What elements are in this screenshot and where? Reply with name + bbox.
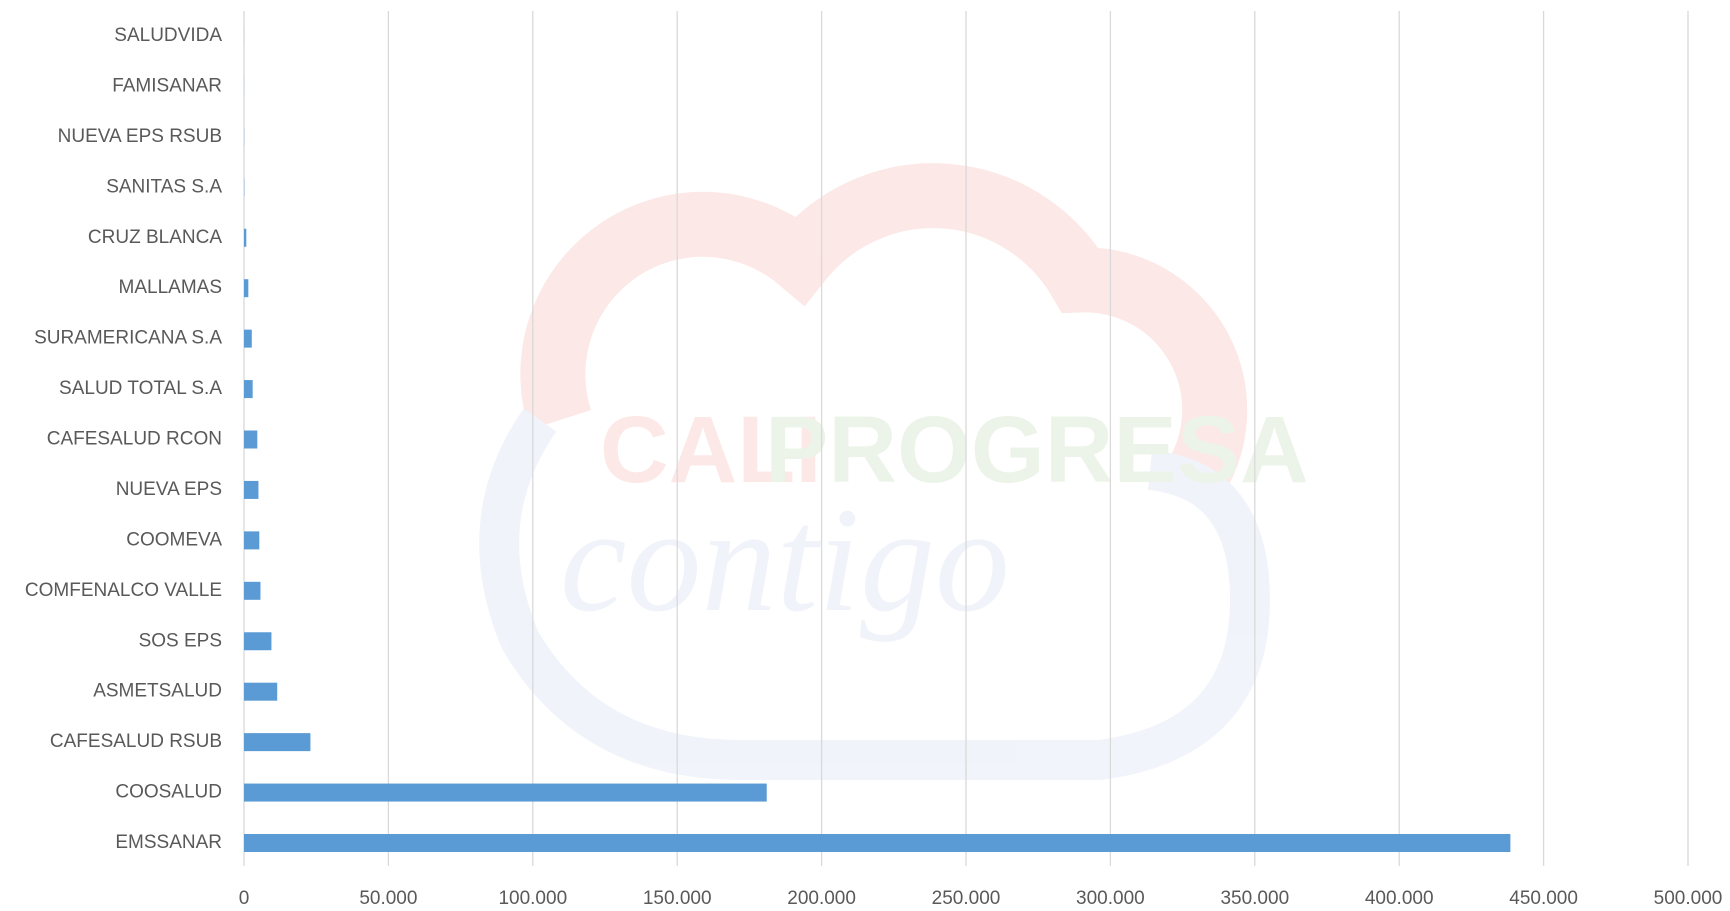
y-tick-label: CAFESALUD RSUB bbox=[50, 731, 222, 752]
y-tick-label: CRUZ BLANCA bbox=[88, 227, 222, 248]
y-tick-label: SURAMERICANA S.A bbox=[34, 328, 222, 349]
y-tick-label: SANITAS S.A bbox=[106, 176, 222, 197]
bar bbox=[244, 430, 258, 449]
y-tick-label: SOS EPS bbox=[139, 630, 222, 651]
x-tick-label: 150.000 bbox=[643, 888, 712, 909]
x-tick-label: 100.000 bbox=[498, 888, 567, 909]
bar bbox=[244, 279, 249, 298]
y-tick-label: COMFENALCO VALLE bbox=[25, 580, 222, 601]
bar bbox=[244, 682, 278, 701]
x-tick-label: 250.000 bbox=[932, 888, 1001, 909]
y-tick-label: COOSALUD bbox=[115, 782, 222, 803]
watermark-arc bbox=[520, 163, 1248, 485]
x-tick-label: 200.000 bbox=[787, 888, 856, 909]
watermark-text: contigo bbox=[560, 477, 1010, 643]
x-tick-label: 450.000 bbox=[1509, 888, 1578, 909]
bar bbox=[244, 380, 253, 399]
bar bbox=[244, 834, 1511, 852]
watermark: CALI PROGRESA contigo bbox=[479, 163, 1309, 780]
watermark-text: CALI bbox=[600, 397, 822, 503]
bar bbox=[244, 228, 247, 247]
y-tick-label: SALUD TOTAL S.A bbox=[59, 378, 222, 399]
x-tick-label: 400.000 bbox=[1365, 888, 1434, 909]
y-tick-label: SALUDVIDA bbox=[114, 25, 222, 46]
y-tick-label: EMSSANAR bbox=[115, 832, 222, 853]
y-tick-label: NUEVA EPS bbox=[116, 479, 222, 500]
y-tick-label: ASMETSALUD bbox=[93, 681, 222, 702]
y-tick-label: COOMEVA bbox=[126, 529, 222, 550]
y-tick-label: MALLAMAS bbox=[119, 277, 222, 298]
bar bbox=[244, 531, 260, 550]
watermark-cloud bbox=[479, 408, 1271, 780]
y-tick-label: CAFESALUD RCON bbox=[47, 429, 222, 450]
x-tick-label: 500.000 bbox=[1654, 888, 1723, 909]
bar bbox=[244, 783, 767, 802]
x-tick-label: 300.000 bbox=[1076, 888, 1145, 909]
watermark-text: PROGRESA bbox=[765, 397, 1309, 503]
y-tick-label: FAMISANAR bbox=[112, 75, 222, 96]
y-tick-label: NUEVA EPS RSUB bbox=[58, 126, 222, 147]
bar bbox=[244, 329, 252, 348]
x-tick-label: 0 bbox=[239, 888, 250, 909]
bar bbox=[244, 480, 259, 499]
bar bbox=[244, 632, 272, 651]
x-tick-label: 350.000 bbox=[1220, 888, 1289, 909]
bar bbox=[244, 733, 311, 752]
bar bbox=[244, 581, 261, 600]
x-tick-label: 50.000 bbox=[359, 888, 417, 909]
